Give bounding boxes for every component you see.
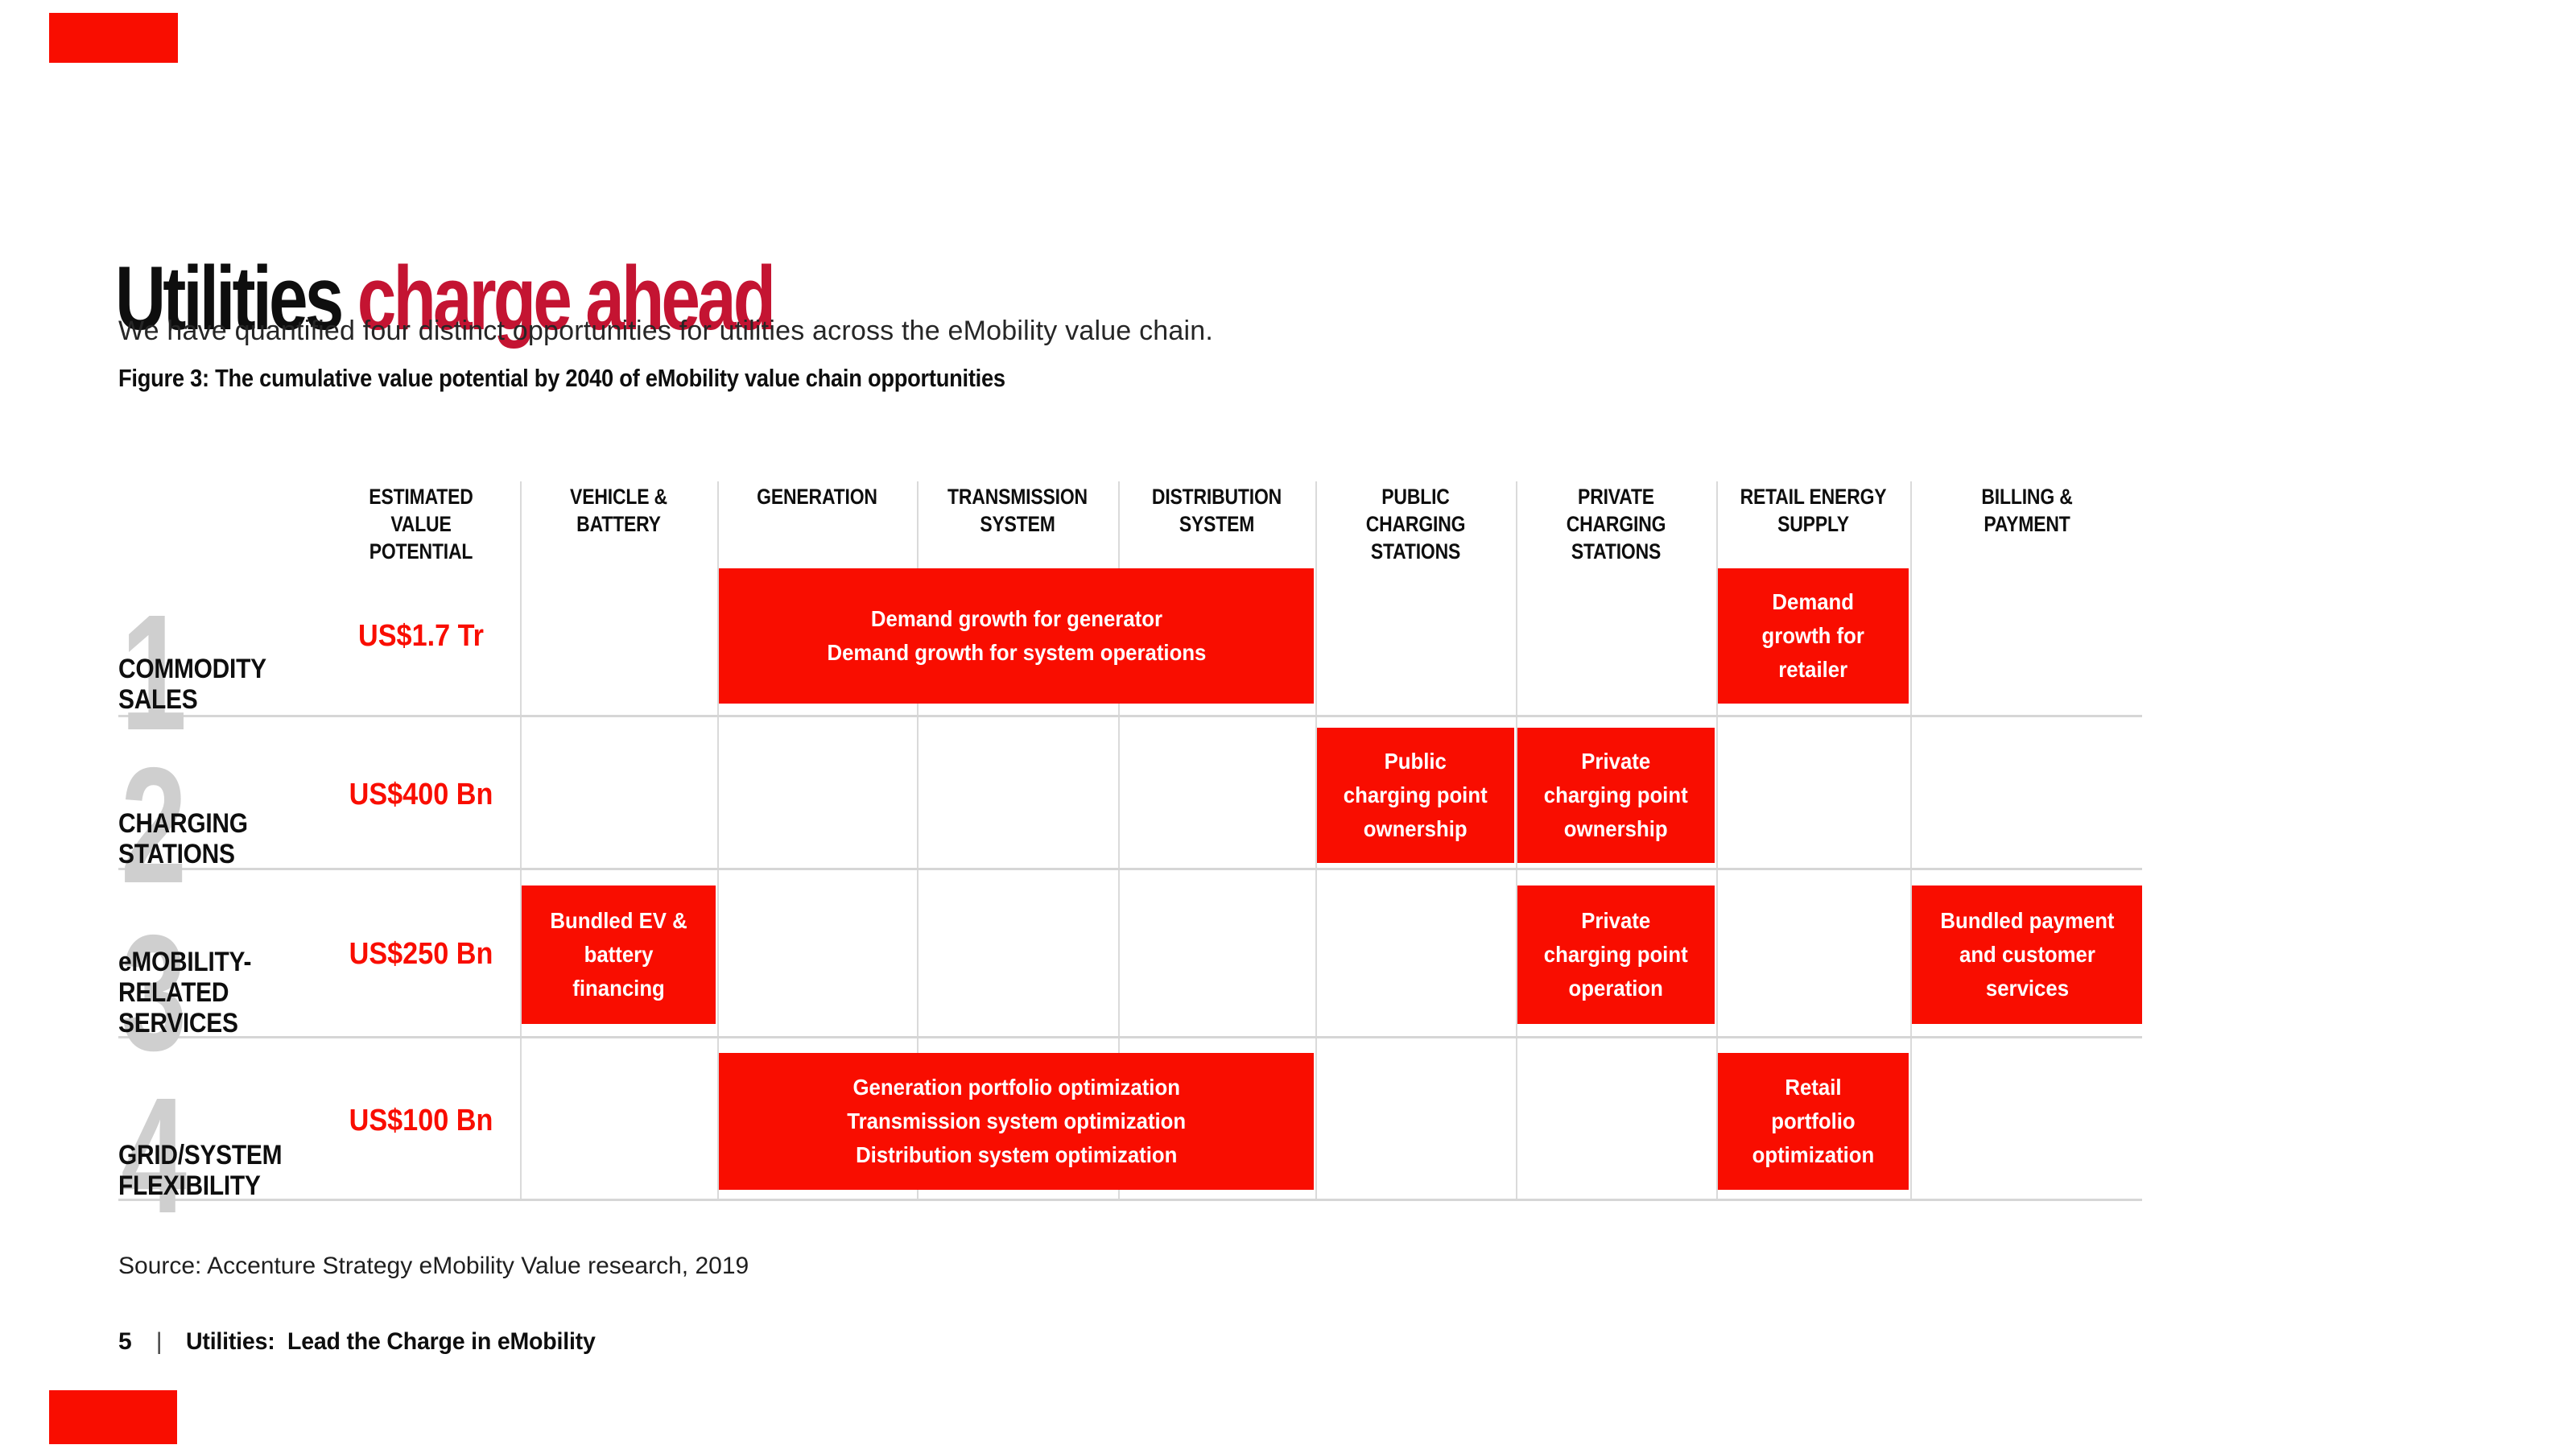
cell-bundled-payment-customer-services: Bundled payment and customer services — [1912, 886, 2142, 1024]
row-divider — [118, 1036, 2142, 1038]
column-header-distribution-system: DISTRIBUTION SYSTEM — [1151, 485, 1282, 536]
corner-mark-bottom-left — [49, 1390, 177, 1444]
page-footer: 5 | Utilities: Lead the Charge in eMobil… — [118, 1328, 617, 1356]
column-header-vehicle-battery: VEHICLE & BATTERY — [570, 485, 667, 536]
column-divider — [1118, 481, 1120, 1200]
row-label-grid-system-flexibility: GRID/SYSTEM FLEXIBILITY — [118, 1140, 283, 1201]
cell-private-charging-point-ownership: Private charging point ownership — [1517, 728, 1715, 863]
source-note: Source: Accenture Strategy eMobility Val… — [118, 1253, 749, 1279]
column-divider — [1716, 481, 1718, 1200]
row-label-charging-stations: CHARGING STATIONS — [118, 808, 248, 869]
column-divider — [1910, 481, 1912, 1200]
page-title-red: charge ahead — [341, 248, 776, 349]
row-divider — [118, 715, 2142, 717]
row-label-emobility-related-services: eMOBILITY- RELATED SERVICES — [118, 947, 252, 1038]
column-divider — [917, 481, 919, 1200]
page-subtitle: We have quantified four distinct opportu… — [118, 316, 1213, 346]
column-header-private-charging-stations: PRIVATE CHARGING STATIONS — [1566, 485, 1666, 564]
estimated-value-commodity-sales: US$1.7 Tr — [358, 619, 484, 653]
column-header-estimated-value-potential: ESTIMATED VALUE POTENTIAL — [369, 485, 473, 564]
column-header-retail-energy-supply: RETAIL ENERGY SUPPLY — [1740, 485, 1887, 536]
estimated-value-charging-stations: US$400 Bn — [349, 778, 493, 811]
footer-divider: | — [155, 1328, 163, 1355]
column-header-generation: GENERATION — [757, 485, 877, 509]
column-divider — [717, 481, 719, 1200]
page-title: Utilities charge ahead — [115, 251, 776, 345]
cell-demand-growth-generator-system: Demand growth for generator Demand growt… — [719, 568, 1314, 704]
cell-portfolio-optimization: Generation portfolio optimization Transm… — [719, 1053, 1314, 1190]
footer-document-title: Utilities: Lead the Charge in eMobility — [186, 1328, 597, 1355]
corner-mark-top-left — [49, 13, 178, 63]
row-number-1: 1 — [121, 580, 188, 765]
cell-bundled-ev-battery-financing: Bundled EV & battery financing — [522, 886, 716, 1024]
column-header-public-charging-stations: PUBLIC CHARGING STATIONS — [1365, 485, 1466, 564]
page-title-black: Utilities — [115, 248, 344, 349]
column-header-transmission-system: TRANSMISSION SYSTEM — [947, 485, 1088, 536]
column-divider — [1516, 481, 1517, 1200]
column-header-billing-payment: BILLING & PAYMENT — [1981, 485, 2073, 536]
cell-public-charging-point-ownership: Public charging point ownership — [1317, 728, 1514, 863]
row-divider — [118, 868, 2142, 870]
estimated-value-grid-flexibility: US$100 Bn — [349, 1104, 493, 1137]
row-number-3: 3 — [121, 901, 188, 1085]
column-divider — [520, 481, 522, 1200]
figure-caption: Figure 3: The cumulative value potential… — [118, 364, 1005, 392]
row-number-2: 2 — [121, 733, 188, 918]
row-number-4: 4 — [121, 1063, 188, 1248]
page-number: 5 — [118, 1328, 132, 1355]
row-divider — [118, 1199, 2142, 1201]
column-divider — [1315, 481, 1317, 1200]
estimated-value-emobility-services: US$250 Bn — [349, 937, 493, 971]
row-label-commodity-sales: COMMODITY SALES — [118, 654, 266, 715]
cell-demand-growth-retailer: Demand growth for retailer — [1718, 568, 1909, 704]
cell-retail-portfolio-optimization: Retail portfolio optimization — [1718, 1053, 1909, 1190]
cell-private-charging-point-operation: Private charging point operation — [1517, 886, 1715, 1024]
